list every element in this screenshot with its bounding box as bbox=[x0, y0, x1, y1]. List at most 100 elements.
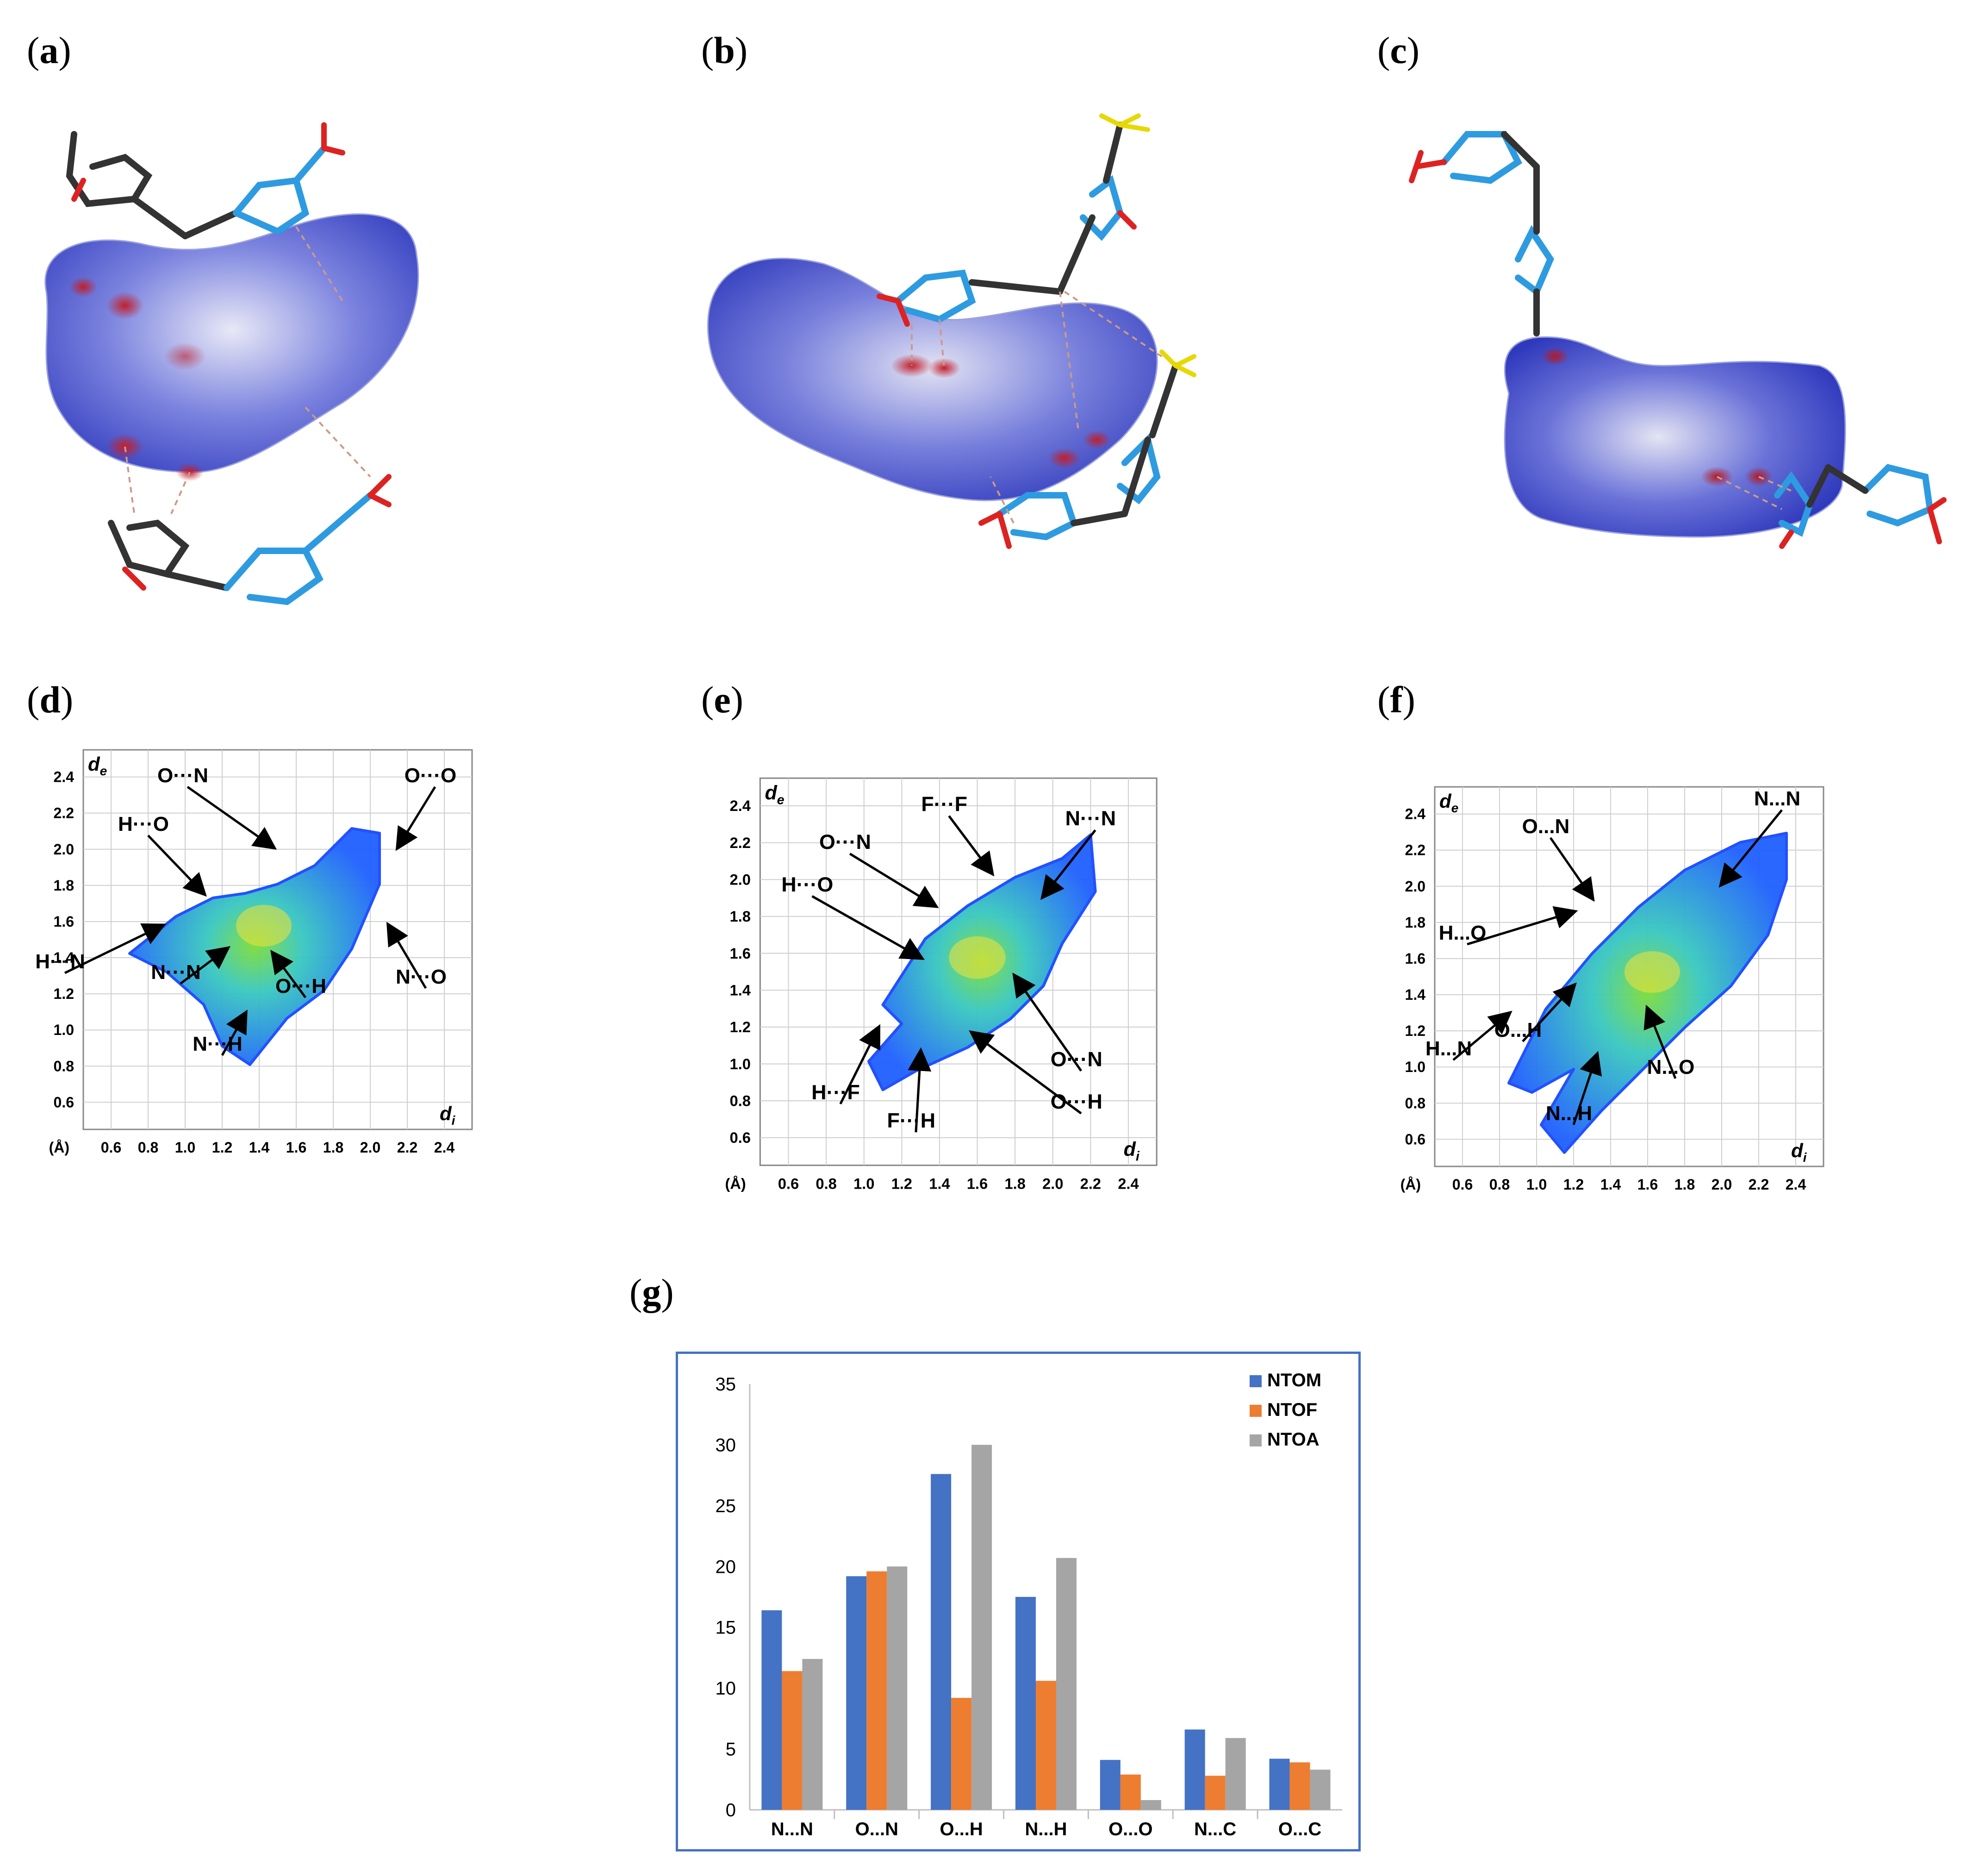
y-tick-label: 0.8 bbox=[730, 1092, 751, 1109]
contact-annotation: N...O bbox=[1647, 1056, 1695, 1078]
contact-annotation: N···H bbox=[193, 1033, 243, 1055]
annotation-arrow bbox=[1452, 1010, 1512, 1061]
x-tick-label: 0.8 bbox=[1489, 1176, 1510, 1193]
panel-label-d: (d) bbox=[27, 679, 74, 721]
contact-annotation: O...H bbox=[1494, 1019, 1542, 1041]
hirshfeld-surface-c bbox=[1409, 131, 1947, 549]
y-tick-label: 1.6 bbox=[730, 945, 751, 962]
y-tick-label: 2.4 bbox=[54, 769, 75, 785]
contact-percentage-bar-chart: 0 5 10 15 20 25 30 35 N...N O...N O...H N...H O...O N… bbox=[676, 1352, 1361, 1851]
x-tick-label: 0.6 bbox=[1452, 1176, 1473, 1193]
panel-label-g: (g) bbox=[629, 1271, 674, 1313]
contact-annotation: N···O bbox=[396, 966, 447, 988]
bar-ntom-0 bbox=[761, 1610, 782, 1810]
legend-label-ntoa: NTOA bbox=[1267, 1429, 1319, 1450]
y-tick-label: 0.6 bbox=[1405, 1131, 1425, 1147]
x-tick-label: 1.4 bbox=[249, 1139, 270, 1156]
contact-annotation: O···H bbox=[275, 975, 326, 997]
legend-swatch-ntoa bbox=[1250, 1434, 1262, 1446]
y-tick-label: 15 bbox=[716, 1618, 736, 1638]
y-tick-label: 1.8 bbox=[730, 908, 751, 925]
unit-label: (Å) bbox=[49, 1139, 69, 1156]
x-tick-label: 1.8 bbox=[1674, 1176, 1695, 1193]
contact-annotation: O···O bbox=[405, 764, 456, 787]
y-tick-label: 30 bbox=[716, 1435, 736, 1455]
hirshfeld-surface-a bbox=[44, 122, 419, 605]
contact-annotation: O...N bbox=[1522, 815, 1570, 838]
x-axis-label: di bbox=[1124, 1138, 1140, 1164]
y-tick-label: 1.4 bbox=[730, 981, 751, 998]
y-tick-label: 2.2 bbox=[54, 805, 74, 822]
x-tick-label: O...O bbox=[1108, 1819, 1153, 1839]
y-tick-label: 0.8 bbox=[1405, 1095, 1425, 1111]
y-tick-label: 1.4 bbox=[1405, 986, 1426, 1003]
fingerprint-plot-e: 0.6 0.8 1.0 1.2 1.4 1.6 1.8 2.0 2.2 2.4 2.4 2.2 2.0 1… bbox=[725, 777, 1158, 1192]
y-tick-label: 0.8 bbox=[54, 1058, 74, 1074]
bar-ntom-3 bbox=[1015, 1597, 1036, 1810]
x-tick-label: 1.0 bbox=[1526, 1176, 1547, 1193]
bar-ntof-1 bbox=[866, 1571, 887, 1810]
annotation-arrow bbox=[1643, 1004, 1677, 1079]
x-tick-label: 1.2 bbox=[1563, 1176, 1584, 1193]
x-tick-label: O...N bbox=[855, 1819, 898, 1839]
annotation-arrow bbox=[187, 785, 277, 850]
x-tick-label: 1.0 bbox=[175, 1139, 195, 1156]
x-tick-label: 2.2 bbox=[397, 1139, 417, 1156]
x-tick-label: 2.4 bbox=[434, 1139, 455, 1156]
annotation-arrow bbox=[1522, 982, 1577, 1042]
y-tick-label: 10 bbox=[716, 1678, 736, 1699]
annotation-arrow bbox=[1572, 1051, 1602, 1125]
bar-ntoa-4 bbox=[1140, 1800, 1161, 1810]
annotation-arrow bbox=[64, 923, 166, 974]
contact-annotation: F···H bbox=[887, 1109, 935, 1132]
x-tick-label: N...H bbox=[1025, 1819, 1067, 1839]
annotation-arrow bbox=[1467, 906, 1578, 946]
y-tick-label: 5 bbox=[726, 1739, 736, 1760]
x-tick-label: 1.2 bbox=[891, 1175, 912, 1192]
x-tick-label: 2.0 bbox=[1042, 1175, 1063, 1192]
panel-label-f: (f) bbox=[1377, 679, 1415, 721]
contact-annotation: N···N bbox=[1065, 806, 1116, 830]
y-tick-label: 2.2 bbox=[730, 834, 751, 851]
y-tick-label: 2.2 bbox=[1405, 842, 1425, 859]
y-tick-label: 1.0 bbox=[54, 1022, 74, 1038]
x-tick-label: 1.8 bbox=[323, 1139, 343, 1156]
annotation-arrow bbox=[386, 922, 427, 989]
contact-annotation: H···N bbox=[35, 950, 85, 973]
y-tick-label: 20 bbox=[716, 1557, 736, 1577]
y-tick-label: 2.0 bbox=[1405, 878, 1425, 895]
contact-annotation: H...O bbox=[1439, 922, 1487, 944]
x-tick-label: 0.6 bbox=[778, 1175, 799, 1192]
x-tick-label: O...H bbox=[940, 1819, 983, 1839]
y-tick-label: 2.4 bbox=[730, 797, 751, 814]
annotation-arrow bbox=[948, 815, 995, 877]
y-axis-label: de bbox=[88, 753, 107, 778]
bar-ntof-6 bbox=[1289, 1762, 1310, 1810]
x-tick-label: 0.6 bbox=[101, 1139, 121, 1156]
x-tick-label: 2.0 bbox=[1712, 1176, 1732, 1193]
x-tick-label: 2.0 bbox=[360, 1139, 380, 1156]
y-tick-label: 0.6 bbox=[730, 1129, 751, 1146]
y-tick-label: 35 bbox=[716, 1374, 736, 1395]
bar-ntoa-0 bbox=[802, 1659, 823, 1810]
y-tick-label: 1.4 bbox=[54, 949, 75, 966]
x-tick-label: 1.0 bbox=[853, 1175, 874, 1192]
x-tick-label: 1.6 bbox=[286, 1139, 306, 1156]
annotation-arrow bbox=[908, 1047, 932, 1133]
y-tick-label: 1.6 bbox=[1405, 950, 1425, 967]
hirshfeld-surface-b bbox=[707, 113, 1196, 549]
contact-annotation: O···N bbox=[1051, 1047, 1102, 1071]
y-axis-label: de bbox=[765, 782, 784, 807]
contact-annotation: N...H bbox=[1546, 1102, 1592, 1125]
x-tick-label: N...C bbox=[1194, 1819, 1236, 1839]
fingerprint-plot-f: 0.6 0.8 1.0 1.2 1.4 1.6 1.8 2.0 2.2 2.4 2.4 2.2 2.0 1… bbox=[1400, 786, 1824, 1193]
contact-annotation: O···N bbox=[157, 764, 208, 787]
bar-ntoa-5 bbox=[1225, 1738, 1246, 1810]
bar-ntof-2 bbox=[951, 1698, 972, 1810]
x-tick-label: 1.4 bbox=[1600, 1176, 1621, 1193]
bar-ntof-3 bbox=[1036, 1681, 1056, 1810]
annotation-arrow bbox=[969, 1030, 1082, 1115]
bar-ntof-5 bbox=[1205, 1776, 1226, 1810]
legend-label-ntof: NTOF bbox=[1267, 1400, 1317, 1420]
bar-ntoa-2 bbox=[971, 1445, 992, 1810]
